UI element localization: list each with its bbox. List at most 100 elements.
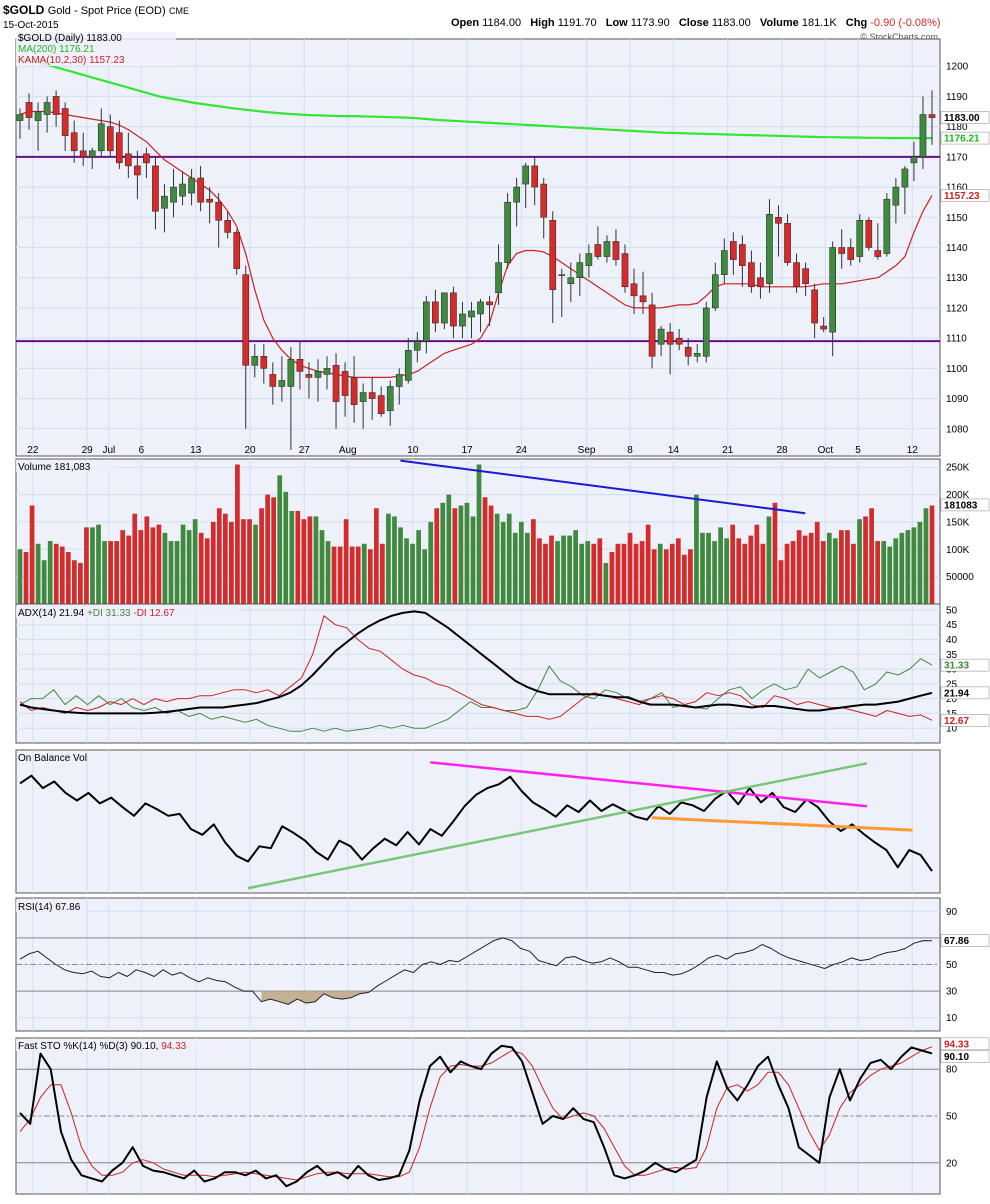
volume-bar: [591, 543, 597, 604]
x-tick-label: 24: [516, 445, 528, 456]
y-tick-label: 10: [946, 724, 958, 735]
volume-bar: [162, 532, 168, 604]
sto-d-line: [19, 1046, 933, 1181]
volume-bar: [235, 464, 240, 604]
y-tick-label: 1110: [946, 334, 967, 345]
rsi-legend: RSI(14) 67.86: [16, 900, 86, 913]
volume-bar: [253, 524, 258, 604]
volume-bar: [923, 508, 929, 604]
candle-body: [34, 111, 42, 121]
y-tick-label: 1170: [946, 152, 968, 163]
sto-k-tag-box: [940, 1050, 990, 1063]
obv-line: [19, 774, 933, 872]
volume-bar: [814, 521, 820, 604]
candle-down: [612, 229, 620, 266]
volume-bar: [216, 508, 222, 604]
sto-k-tag: 90.10: [944, 1052, 969, 1063]
candle-down: [260, 344, 268, 384]
volume-bar: [247, 519, 252, 604]
volume-bar: [754, 524, 760, 604]
candle-down: [630, 268, 638, 314]
volume-bar: [265, 494, 270, 604]
candle-up: [558, 268, 566, 317]
volume-tag: 181083: [944, 500, 978, 511]
candle-down: [847, 238, 855, 266]
rsi-oversold-fill: [261, 991, 369, 1005]
volume-bar: [470, 516, 476, 604]
volume-bar: [663, 549, 669, 604]
volume-bar: [289, 510, 295, 604]
x-tick-label: Jul: [102, 445, 115, 456]
volume-bar: [132, 513, 138, 604]
sto-k-line: [19, 1044, 933, 1188]
volume-bar: [929, 505, 935, 604]
candle-body: [242, 274, 250, 366]
y-tick-label: 100K: [946, 545, 970, 556]
candle-body: [368, 392, 376, 399]
candle-down: [332, 353, 340, 429]
candle-body: [486, 301, 493, 306]
volume-bar: [537, 538, 542, 604]
candle-body: [224, 220, 232, 233]
candle-body: [702, 307, 710, 357]
candle-body: [251, 356, 259, 366]
candle-down: [296, 341, 304, 390]
candle-up: [16, 108, 24, 139]
y-tick-label: 50: [946, 960, 958, 971]
candle-body: [25, 102, 33, 118]
candle-body: [233, 232, 241, 269]
candle-body: [305, 374, 313, 378]
candle-up: [766, 199, 773, 293]
candle-up: [829, 241, 836, 357]
volume-bar: [881, 541, 887, 604]
volume-bar: [90, 527, 95, 604]
volume-bar: [47, 541, 53, 604]
candle-down: [25, 93, 33, 130]
volume-bar: [700, 532, 705, 604]
ma200-line: [19, 56, 932, 140]
candle-body: [423, 301, 430, 342]
candle-body: [531, 165, 539, 188]
y-tick-label: 35: [946, 650, 958, 661]
legend-rsi: RSI(14) 67.86: [18, 902, 81, 913]
volume-bar: [531, 519, 536, 604]
volume-bar: [53, 543, 59, 604]
candle-up: [567, 262, 575, 302]
minus-di-line: [19, 615, 933, 721]
candle-body: [802, 268, 809, 285]
candle-body: [52, 96, 60, 115]
volume-bar: [283, 491, 289, 604]
candle-body: [657, 328, 665, 345]
candle-down: [666, 323, 674, 375]
candle-body: [88, 150, 96, 158]
volume-bar: [222, 513, 228, 604]
volume-bar: [108, 541, 113, 604]
volume-trendline: [400, 459, 806, 515]
ma200-tag-box: [940, 131, 990, 145]
volume-bar: [410, 543, 415, 604]
candle-body: [748, 262, 755, 288]
volume-bar: [59, 546, 65, 604]
candle-body: [404, 349, 412, 381]
volume-bar: [186, 530, 192, 604]
candle-body: [558, 274, 566, 276]
y-tick-label: 150K: [946, 517, 970, 528]
y-tick-label: 1150: [946, 213, 968, 224]
legend-adx: ADX(14) 21.94 +DI 31.33 -DI 12.67: [18, 608, 175, 619]
volume-bar: [102, 541, 107, 604]
candle-up: [883, 193, 891, 257]
volume-bar: [96, 524, 101, 604]
candle-down: [549, 211, 557, 324]
candle-body: [134, 165, 141, 176]
volume-bar: [386, 513, 391, 604]
x-tick-label: 17: [462, 445, 474, 456]
candle-body: [639, 295, 647, 303]
candle-body: [43, 102, 51, 115]
volume-bar: [561, 535, 566, 604]
rsi-panel: 103050709067.86: [15, 897, 990, 1032]
obv-panel: [15, 749, 941, 894]
chart-date: 15-Oct-2015: [3, 20, 59, 31]
volume-bar: [820, 541, 826, 604]
volume-bar: [875, 541, 880, 604]
y-tick-label: 200K: [946, 490, 970, 501]
